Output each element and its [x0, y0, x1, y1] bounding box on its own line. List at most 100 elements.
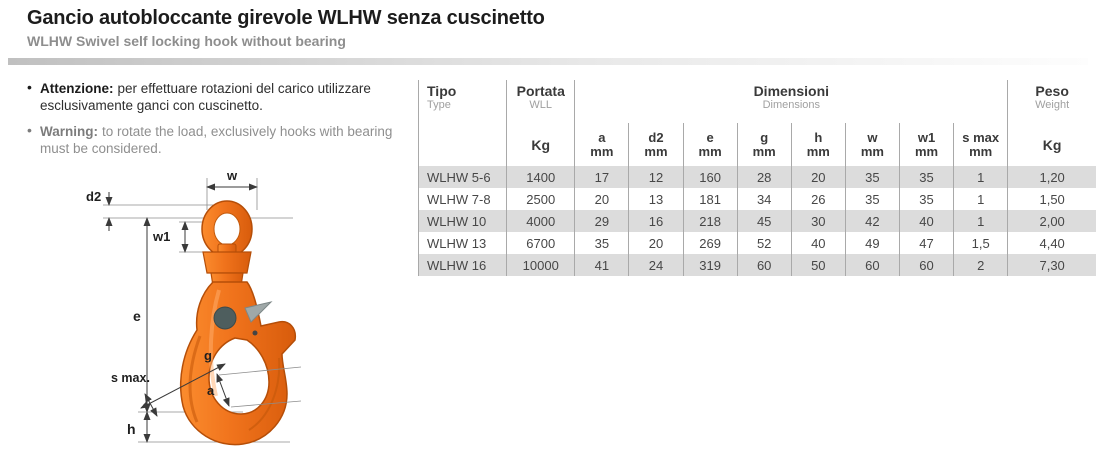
col-header-tipo-en: Type	[427, 99, 451, 111]
cell-dim: 40	[790, 232, 846, 254]
dim-label-e: e	[133, 308, 141, 324]
hook-illustration-svg: w d2 w1 e g s max. a h	[86, 168, 302, 446]
cell-dim: 218	[682, 210, 738, 232]
col-header-peso: Peso Weight	[1007, 80, 1096, 123]
cell-dim: 60	[736, 254, 792, 276]
header-row-units: Kg a mm d2 mm e mm g mm h mm w mm w1 mm s max mm…	[419, 123, 1096, 166]
cell-dim: 28	[736, 166, 792, 188]
col-header-tipo-it: Tipo	[427, 83, 457, 99]
cell-dim: 17	[574, 166, 629, 188]
unit-col-smax: s max mm	[953, 123, 1008, 166]
pivot-pin	[213, 306, 237, 330]
cell-dim: 269	[682, 232, 738, 254]
unit-col-e: e mm	[682, 123, 738, 166]
hook-seam	[248, 357, 281, 431]
cell-peso: 4,40	[1007, 232, 1096, 254]
cell-dim: 1,5	[953, 232, 1008, 254]
cell-portata: 10000	[506, 254, 575, 276]
unit-col-d2: d2 mm	[628, 123, 684, 166]
table-row: WLHW 5-6 1400 17 12 160 28 20 35 35 1 1,…	[417, 166, 1096, 188]
cell-dim: 42	[844, 210, 900, 232]
dim-label-w1: w1	[152, 229, 170, 244]
bullet-icon: •	[27, 79, 32, 95]
cell-dim: 319	[682, 254, 738, 276]
note-label: Warning:	[40, 124, 98, 139]
dim-label-w: w	[226, 168, 238, 183]
cell-dim: 41	[574, 254, 629, 276]
cell-portata: 6700	[506, 232, 575, 254]
cell-peso: 7,30	[1007, 254, 1096, 276]
cell-dim: 26	[790, 188, 846, 210]
cell-peso: 1,50	[1007, 188, 1096, 210]
cell-dim: 60	[898, 254, 954, 276]
col-header-peso-en: Weight	[1035, 99, 1070, 111]
swivel-eye-hole	[213, 212, 241, 246]
cell-dim: 52	[736, 232, 792, 254]
hook-drawing	[179, 200, 297, 446]
col-header-dimensioni: Dimensioni Dimensions	[574, 80, 1008, 123]
cell-dim: 181	[682, 188, 738, 210]
cell-dim: 60	[844, 254, 900, 276]
dim-label-smax: s max.	[111, 371, 150, 385]
cell-dim: 20	[574, 188, 629, 210]
unit-col-g: g mm	[736, 123, 792, 166]
hook-diagram: w d2 w1 e g s max. a h	[83, 168, 318, 464]
dim-label-g: g	[204, 348, 212, 363]
dimensions-table: Tipo Type Portata WLL Dimensioni Dimensi…	[417, 80, 1096, 276]
cell-peso: 1,20	[1007, 166, 1096, 188]
table-row: WLHW 10 4000 29 16 218 45 30 42 40 1 2,0…	[417, 210, 1096, 232]
table-row: WLHW 7-8 2500 20 13 181 34 26 35 35 1 1,…	[417, 188, 1096, 210]
unit-col-w: w mm	[844, 123, 900, 166]
notes-list: • Attenzione: per effettuare rotazioni del…	[27, 79, 399, 166]
col-header-portata-it: Portata	[516, 83, 565, 99]
col-header-portata-en: WLL	[529, 99, 553, 111]
cell-dim: 45	[736, 210, 792, 232]
cell-dim: 12	[628, 166, 684, 188]
swivel-nut	[202, 251, 252, 274]
cell-tipo: WLHW 13	[417, 232, 507, 254]
unit-col-a: a mm	[574, 123, 629, 166]
cell-dim: 35	[898, 188, 954, 210]
dim-label-d2: d2	[86, 189, 101, 204]
note-label: Attenzione:	[40, 81, 114, 96]
unit-col-w1: w1 mm	[898, 123, 954, 166]
cell-dim: 35	[844, 188, 900, 210]
bullet-icon: •	[27, 122, 32, 138]
note-attenzione: • Attenzione: per effettuare rotazioni del…	[27, 79, 399, 114]
leader-lines	[140, 363, 302, 417]
note-text: per effettuare rotazioni del carico util…	[40, 81, 371, 113]
cell-dim: 29	[574, 210, 629, 232]
col-header-dimensioni-it: Dimensioni	[753, 83, 830, 99]
cell-portata: 1400	[506, 166, 575, 188]
table-row: WLHW 16 10000 41 24 319 60 50 60 60 2 7,…	[417, 254, 1096, 276]
table-row: WLHW 13 6700 35 20 269 52 40 49 47 1,5 4…	[417, 232, 1096, 254]
cell-dim: 1	[953, 188, 1008, 210]
cell-dim: 20	[790, 166, 846, 188]
cell-dim: 35	[898, 166, 954, 188]
cell-dim: 35	[574, 232, 629, 254]
dim-label-a: a	[207, 383, 215, 398]
cell-peso: 2,00	[1007, 210, 1096, 232]
header-divider	[8, 58, 1088, 65]
cell-portata: 4000	[506, 210, 575, 232]
cell-dim: 1	[953, 166, 1008, 188]
cell-dim: 24	[628, 254, 684, 276]
page-title: Gancio autobloccante girevole WLHW senza…	[27, 7, 545, 29]
cell-dim: 49	[844, 232, 900, 254]
col-header-dimensioni-en: Dimensions	[762, 99, 821, 111]
col-header-peso-it: Peso	[1035, 83, 1069, 99]
cell-dim: 35	[844, 166, 900, 188]
latch-trigger	[244, 301, 273, 323]
cell-dim: 47	[898, 232, 954, 254]
cell-dim: 13	[628, 188, 684, 210]
unit-portata-kg: Kg	[506, 123, 575, 166]
note-warning: • Warning: to rotate the load, exclusively…	[27, 122, 399, 157]
page-subtitle: WLHW Swivel self locking hook without be…	[27, 33, 346, 49]
cell-dim: 34	[736, 188, 792, 210]
cell-dim: 1	[953, 210, 1008, 232]
cell-dim: 20	[628, 232, 684, 254]
cell-dim: 2	[953, 254, 1008, 276]
cell-tipo: WLHW 5-6	[417, 166, 507, 188]
col-header-portata: Portata WLL	[506, 80, 575, 123]
